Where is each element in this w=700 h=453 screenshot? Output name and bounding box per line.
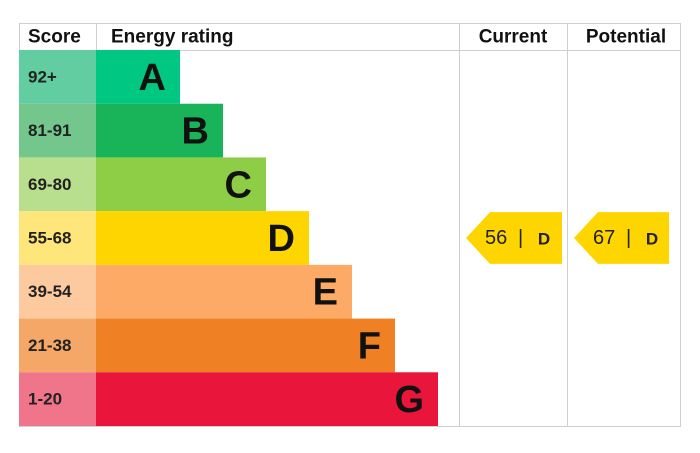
score-range: 81-91 [28,121,71,140]
rating-letter: G [394,379,424,421]
current-arrow [466,212,562,264]
rating-letter: D [268,218,295,260]
rating-bar [96,211,309,265]
score-cell [19,103,96,158]
header-current: Current [479,27,548,48]
score-cell [19,372,96,426]
potential-separator: | [626,227,631,249]
rating-letter: F [358,325,381,367]
current-rating: D [538,230,550,249]
score-range: 69-80 [28,175,71,194]
score-cell [19,211,96,265]
rating-letter: A [139,57,166,99]
score-range: 92+ [28,67,57,86]
score-cell [19,264,96,319]
rating-bar [96,50,180,104]
potential-score: 67 [593,227,615,249]
score-range: 39-54 [28,282,72,301]
header-score: Score [28,27,81,48]
score-range: 21-38 [28,336,71,355]
score-cell [19,50,96,104]
rating-letter: C [225,164,252,206]
potential-rating: D [646,230,658,249]
rating-letter: E [313,272,338,314]
current-separator: | [518,227,523,249]
rating-letter: B [182,111,209,153]
rating-bar [96,157,266,212]
score-range: 1-20 [28,390,62,409]
header-energy-rating: Energy rating [111,27,233,48]
rating-bar [96,264,352,319]
rating-bar [96,372,438,426]
score-cell [19,157,96,212]
header-potential: Potential [586,27,666,48]
rating-bar [96,103,223,158]
score-range: 55-68 [28,229,71,248]
rating-bar [96,318,395,373]
potential-arrow [574,212,669,264]
score-cell [19,318,96,373]
current-score: 56 [485,227,507,249]
